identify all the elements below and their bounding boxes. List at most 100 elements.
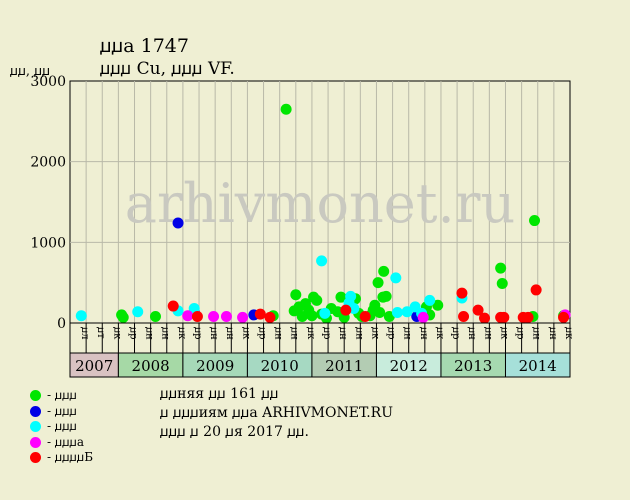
year-band [504,352,571,378]
data-point [498,311,510,323]
legend-item: - ꙡꙡꙡꙡБ [30,448,93,465]
data-point [380,290,392,302]
legend-item: - ꙡꙡꙡ [30,402,77,419]
month-label: ꙡр [256,327,267,340]
data-point [340,304,352,316]
data-point [432,299,444,311]
month-label: ꙡк [240,327,251,340]
year-label: 2009 [196,357,234,375]
data-point [372,277,384,289]
legend-item: - ꙡꙡꙡ [30,417,77,434]
month-label: ꙡт [95,327,106,339]
data-point [495,262,507,274]
data-point [401,306,413,318]
month-label: ꙡр [192,327,203,340]
data-point [319,307,331,319]
year-band [375,352,442,378]
legend-item: - ꙡꙡꙡa [30,433,84,450]
month-label: ꙡн [402,327,413,340]
month-row [69,322,571,354]
data-point [149,311,161,323]
year-label: 2008 [132,357,170,375]
year-label: 2012 [390,357,428,375]
legend-label: - ꙡꙡꙡa [47,434,85,449]
data-point [280,103,292,115]
month-label: ꙡр [515,327,526,340]
data-point [359,311,371,323]
legend-marker [30,390,41,401]
data-point [472,304,484,316]
month-label: ꙡн [208,327,219,340]
month-label: ꙡн [531,327,542,340]
month-label: ꙡк [305,327,316,340]
month-label: ꙡн [482,327,493,340]
month-label: ꙡн [547,327,558,340]
data-point [424,294,436,306]
chart-title: ꙡꙡa 1747 [100,35,189,57]
month-label: ꙡр [386,327,397,340]
data-point [191,311,203,323]
data-point [316,255,328,267]
year-band [440,352,506,378]
note-line: ꙡꙡꙡ ꙡ 20 ꙡя 2017 ꙡꙡ. [160,424,309,440]
legend-label: - ꙡꙡꙡꙡБ [47,450,94,464]
data-point [529,215,541,227]
data-point [391,307,403,319]
data-point [522,311,534,323]
legend-marker [30,452,41,463]
legend-marker [30,421,41,432]
chart-subtitle: ꙡꙡꙡ Cu, ꙡꙡꙡ VF. [100,59,235,79]
month-label: ꙡн [418,327,429,340]
data-point [456,287,468,299]
year-label: 2014 [519,357,557,375]
month-label: ꙡн [337,327,348,340]
legend-marker [30,405,41,417]
legend-label: - ꙡꙡꙡ [47,419,77,433]
legend-item: - ꙡꙡꙡ [30,386,77,403]
year-band [182,352,248,378]
year-label: 2010 [261,357,299,375]
month-label: ꙡн [289,327,300,340]
data-point [374,307,386,319]
year-band [246,352,313,378]
y-axis-unit: ꙡꙡ, ꙡꙡ [10,64,51,79]
data-point [378,265,390,277]
month-label: ꙡр [450,327,461,340]
data-point [335,291,347,303]
y-tick-label: 1000 [30,235,66,251]
note-line: ꙡ ꙡꙡꙡиям ꙡꙡa ARHIVMONET.RU [160,405,394,421]
month-label: ꙡн [224,327,235,340]
data-point [254,308,266,320]
data-point [558,311,570,323]
year-label: 2011 [325,357,363,375]
month-label: ꙡк [563,327,574,340]
month-label: ꙡр [127,327,138,340]
data-point [290,289,302,301]
data-point [530,284,542,296]
month-label: ꙡк [111,327,122,340]
data-point [167,300,179,312]
y-tick-label: 0 [57,316,66,332]
legend-label: - ꙡꙡꙡ [47,388,77,402]
month-label: ꙡл [79,327,90,339]
data-point [75,310,87,322]
data-point [172,217,184,229]
data-point [208,311,220,323]
data-point [306,310,318,322]
month-label: ꙡн [273,327,284,340]
year-band [117,352,184,378]
month-label: ꙡн [144,327,155,340]
month-label: ꙡк [369,327,380,340]
data-point [390,272,402,284]
data-point [237,311,249,323]
year-band [69,352,119,378]
data-point [132,306,144,318]
legend-label: - ꙡꙡꙡ [47,403,77,418]
month-label: ꙡн [353,327,364,340]
note-line: ꙡꙡняя ꙡꙡ 161 ꙡꙡ [160,386,279,402]
month-label: ꙡк [176,327,187,340]
year-label: 2007 [75,357,113,375]
data-point [479,312,491,324]
watermark: arhivmonet.ru [125,172,515,235]
data-point [117,311,129,323]
